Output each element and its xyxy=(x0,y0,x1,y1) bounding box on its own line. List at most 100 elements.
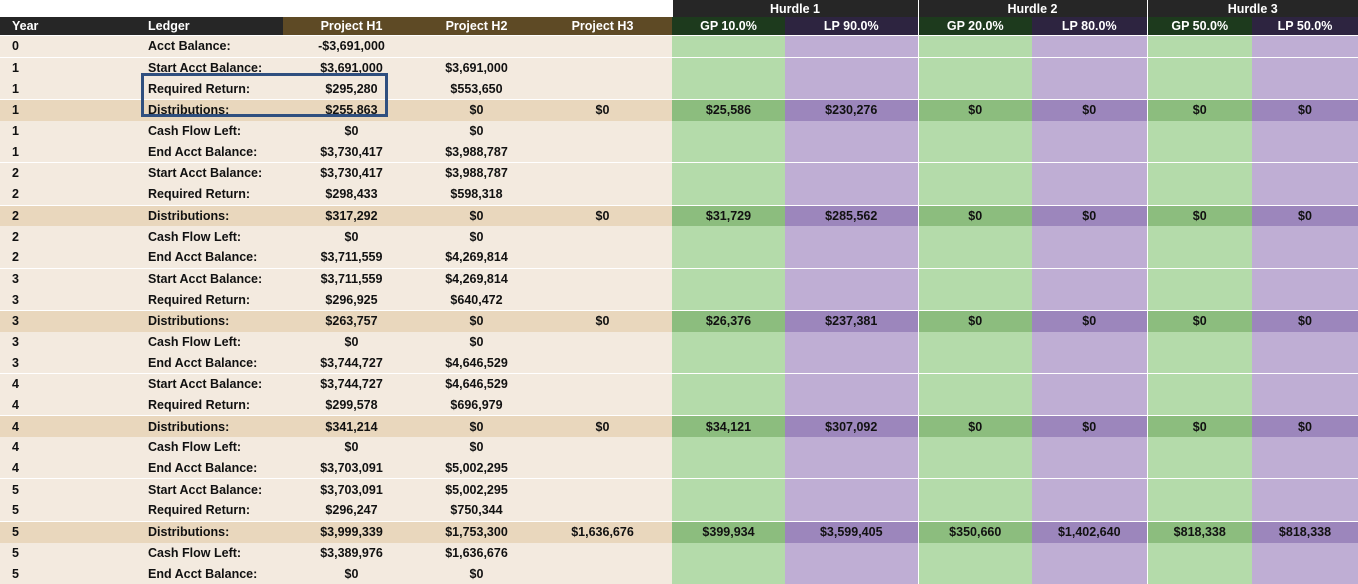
ledger-label-cell[interactable]: Required Return: xyxy=(144,183,283,205)
hurdle-1-gp-cell[interactable] xyxy=(672,78,785,100)
year-cell[interactable]: 2 xyxy=(0,162,144,184)
hurdle-1-lp-cell[interactable]: $230,276 xyxy=(785,99,918,121)
ledger-label-cell[interactable]: Cash Flow Left: xyxy=(144,542,283,564)
project-h3-cell[interactable] xyxy=(533,500,672,522)
hurdle-1-gp-cell[interactable]: $399,934 xyxy=(672,520,785,543)
ledger-label-cell[interactable]: Distributions: xyxy=(144,204,283,227)
ledger-label-cell[interactable]: Cash Flow Left: xyxy=(144,120,283,142)
project-h2-cell[interactable]: $1,636,676 xyxy=(420,542,533,564)
hurdle-1-gp-cell[interactable] xyxy=(672,352,785,374)
project-h1-cell[interactable]: $3,711,559 xyxy=(283,246,420,269)
project-h3-cell[interactable] xyxy=(533,78,672,100)
hurdle-1-gp-cell[interactable] xyxy=(672,162,785,184)
hurdle-1-gp-cell[interactable] xyxy=(672,500,785,522)
hurdle-2-gp-cell[interactable]: $0 xyxy=(917,415,1032,438)
ledger-label-cell[interactable]: Distributions: xyxy=(144,309,283,332)
hurdle-2-gp-cell[interactable] xyxy=(917,267,1032,290)
hurdle-3-gp-cell[interactable] xyxy=(1146,246,1252,269)
project-h3-cell[interactable] xyxy=(533,289,672,311)
hurdle-2-gp-cell[interactable] xyxy=(917,563,1032,584)
project-h3-cell[interactable] xyxy=(533,120,672,142)
project-h1-cell[interactable]: $341,214 xyxy=(283,415,420,438)
hurdle-3-lp-cell[interactable]: $0 xyxy=(1252,415,1358,438)
hurdle-3-lp-cell[interactable] xyxy=(1252,141,1358,163)
year-cell[interactable]: 2 xyxy=(0,183,144,205)
hurdle-2-lp-cell[interactable] xyxy=(1032,352,1147,374)
hurdle-1-gp-cell[interactable] xyxy=(672,478,785,501)
hurdle-3-lp-cell[interactable] xyxy=(1252,437,1358,458)
hurdle-2-gp-cell[interactable] xyxy=(917,56,1032,79)
hurdle-3-gp-cell[interactable] xyxy=(1146,183,1252,205)
hurdle-3-lp-cell[interactable] xyxy=(1252,35,1358,58)
project-h1-cell[interactable]: $298,433 xyxy=(283,183,420,205)
hurdle-2-lp-header[interactable]: LP 80.0% xyxy=(1032,17,1147,36)
project-h2-cell[interactable]: $0 xyxy=(420,331,533,353)
hurdle-1-lp-cell[interactable] xyxy=(785,457,918,479)
ledger-label-cell[interactable]: End Acct Balance: xyxy=(144,141,283,163)
hurdle-3-lp-cell[interactable] xyxy=(1252,478,1358,501)
hurdle-2-gp-cell[interactable] xyxy=(917,246,1032,269)
hurdle-1-lp-cell[interactable] xyxy=(785,56,918,79)
project-h3-cell[interactable] xyxy=(533,563,672,584)
year-cell[interactable]: 1 xyxy=(0,141,144,163)
hurdle-1-gp-cell[interactable] xyxy=(672,120,785,142)
hurdle-2-lp-cell[interactable]: $0 xyxy=(1032,204,1147,227)
project-h2-cell[interactable]: $5,002,295 xyxy=(420,457,533,479)
hurdle-2-gp-cell[interactable] xyxy=(917,226,1032,247)
project-h1-cell[interactable]: $3,730,417 xyxy=(283,141,420,163)
ledger-label-cell[interactable]: Required Return: xyxy=(144,500,283,522)
project-h2-cell[interactable]: $696,979 xyxy=(420,394,533,416)
hurdle-2-gp-cell[interactable] xyxy=(917,352,1032,374)
hurdle-3-gp-cell[interactable] xyxy=(1146,267,1252,290)
project-h2-cell[interactable]: $1,753,300 xyxy=(420,520,533,543)
project-h1-cell[interactable]: $295,280 xyxy=(283,78,420,100)
project-h1-cell[interactable]: $3,711,559 xyxy=(283,267,420,290)
project-h1-cell[interactable]: $3,691,000 xyxy=(283,56,420,79)
project-h2-cell[interactable]: $4,646,529 xyxy=(420,372,533,395)
hurdle-3-gp-cell[interactable] xyxy=(1146,35,1252,58)
year-cell[interactable]: 3 xyxy=(0,309,144,332)
hurdle-2-lp-cell[interactable] xyxy=(1032,78,1147,100)
hurdle-3-gp-cell[interactable] xyxy=(1146,289,1252,311)
project-h2-cell[interactable]: $640,472 xyxy=(420,289,533,311)
year-cell[interactable]: 0 xyxy=(0,35,144,58)
hurdle-2-lp-cell[interactable]: $0 xyxy=(1032,415,1147,438)
hurdle-1-gp-cell[interactable] xyxy=(672,563,785,584)
hurdle-1-gp-cell[interactable] xyxy=(672,183,785,205)
hurdle-1-lp-cell[interactable] xyxy=(785,141,918,163)
hurdle-1-lp-cell[interactable] xyxy=(785,289,918,311)
project-h1-cell[interactable]: $296,247 xyxy=(283,500,420,522)
hurdle-3-lp-cell[interactable] xyxy=(1252,352,1358,374)
hurdle-3-gp-cell[interactable] xyxy=(1146,500,1252,522)
ledger-label-cell[interactable]: Required Return: xyxy=(144,394,283,416)
year-cell[interactable]: 4 xyxy=(0,372,144,395)
ledger-label-cell[interactable]: End Acct Balance: xyxy=(144,352,283,374)
ledger-label-cell[interactable]: Cash Flow Left: xyxy=(144,331,283,353)
hurdle-2-gp-cell[interactable] xyxy=(917,457,1032,479)
project-h2-cell[interactable]: $0 xyxy=(420,309,533,332)
project-h2-cell[interactable]: $0 xyxy=(420,437,533,458)
hurdle-3-gp-cell[interactable] xyxy=(1146,394,1252,416)
project-h1-cell[interactable]: $299,578 xyxy=(283,394,420,416)
hurdle-2-gp-cell[interactable]: $0 xyxy=(917,204,1032,227)
year-cell[interactable]: 4 xyxy=(0,437,144,458)
project-h3-cell[interactable] xyxy=(533,372,672,395)
project-h1-cell[interactable]: -$3,691,000 xyxy=(283,35,420,58)
project-h1-column-header[interactable]: Project H1 xyxy=(283,17,420,36)
hurdle-3-lp-cell[interactable] xyxy=(1252,78,1358,100)
hurdle-3-lp-cell[interactable] xyxy=(1252,120,1358,142)
project-h1-cell[interactable]: $3,703,091 xyxy=(283,478,420,501)
project-h1-cell[interactable]: $0 xyxy=(283,120,420,142)
hurdle-2-gp-cell[interactable] xyxy=(917,162,1032,184)
year-cell[interactable]: 3 xyxy=(0,331,144,353)
ledger-label-cell[interactable]: Start Acct Balance: xyxy=(144,478,283,501)
project-h3-cell[interactable]: $1,636,676 xyxy=(533,520,672,543)
project-h1-cell[interactable]: $3,703,091 xyxy=(283,457,420,479)
year-cell[interactable]: 5 xyxy=(0,542,144,564)
project-h3-cell[interactable] xyxy=(533,394,672,416)
ledger-label-cell[interactable]: Start Acct Balance: xyxy=(144,372,283,395)
year-cell[interactable]: 2 xyxy=(0,204,144,227)
hurdle-3-gp-cell[interactable] xyxy=(1146,457,1252,479)
project-h1-cell[interactable]: $0 xyxy=(283,563,420,584)
hurdle-2-gp-cell[interactable] xyxy=(917,542,1032,564)
